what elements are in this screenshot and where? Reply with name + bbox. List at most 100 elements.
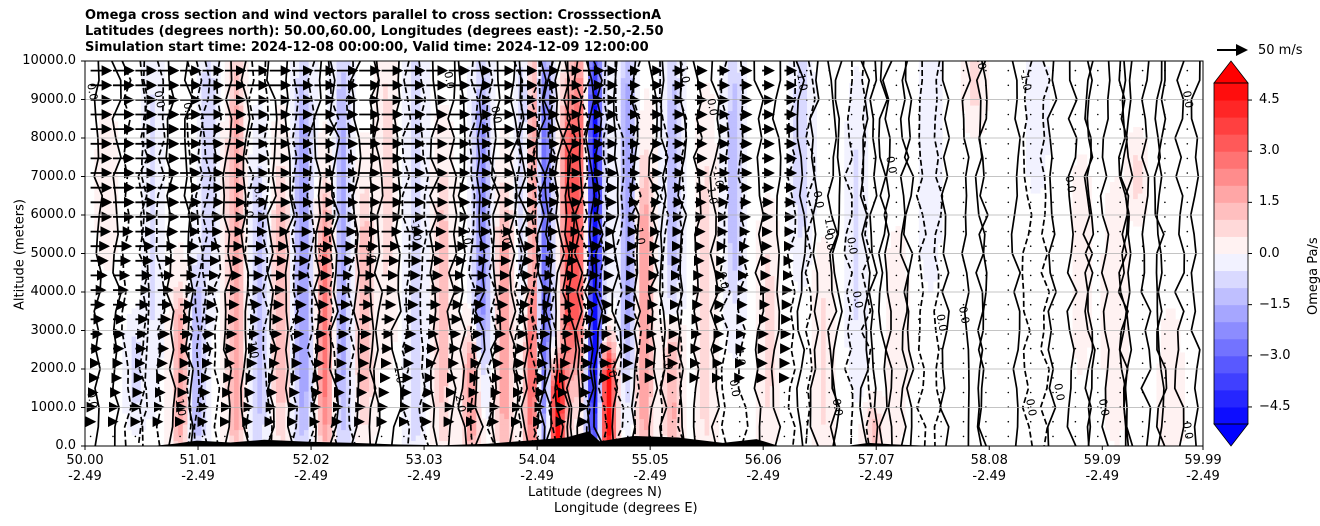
omega-cell (299, 418, 305, 425)
omega-cell (387, 138, 394, 145)
omega-cell (443, 110, 449, 117)
omega-cell (103, 253, 109, 260)
omega-cell (192, 347, 198, 354)
omega-cell (238, 264, 244, 271)
omega-cell (425, 325, 431, 332)
omega-cell (499, 418, 505, 425)
omega-cell (252, 121, 258, 128)
omega-cell (303, 88, 310, 95)
omega-cell (126, 385, 133, 392)
omega-cell (443, 435, 449, 442)
omega-cell (345, 66, 352, 73)
omega-cell (303, 121, 310, 128)
omega-cell (485, 325, 491, 332)
omega-cell (420, 369, 426, 376)
omega-cell (341, 77, 347, 84)
omega-cell (224, 77, 231, 84)
omega-cell (490, 440, 496, 446)
omega-cell (429, 341, 435, 348)
omega-cell (341, 385, 347, 392)
omega-cell (350, 127, 356, 134)
omega-cell (406, 72, 412, 79)
omega-cell (173, 303, 179, 310)
omega-cell (518, 369, 524, 376)
omega-cell (336, 248, 342, 255)
omega-cell (154, 308, 161, 315)
omega-cell (411, 369, 417, 376)
omega-cell (280, 391, 286, 398)
omega-cell (466, 429, 473, 436)
omega-cell (420, 176, 426, 183)
omega-cell (336, 336, 342, 343)
omega-cell (173, 308, 179, 315)
omega-cell (336, 187, 342, 194)
omega-cell (513, 424, 519, 431)
omega-cell (383, 138, 389, 145)
omega-cell (466, 110, 473, 117)
omega-cell (411, 380, 417, 387)
omega-cell (159, 209, 165, 216)
omega-cell (462, 336, 468, 343)
omega-cell (210, 127, 217, 134)
omega-cell (173, 402, 179, 409)
omega-cell (178, 369, 184, 376)
omega-cell (159, 99, 165, 106)
omega-cell (425, 220, 431, 227)
omega-cell (126, 319, 133, 326)
omega-cell (476, 116, 482, 123)
omega-cell (359, 149, 366, 156)
omega-cell (313, 105, 319, 112)
omega-cell (471, 72, 477, 79)
omega-cell (313, 121, 319, 128)
omega-cell (378, 160, 384, 167)
omega-cell (373, 132, 380, 139)
omega-cell (275, 138, 282, 145)
omega-cell (443, 248, 449, 255)
omega-cell (383, 149, 389, 156)
omega-cell (201, 171, 207, 178)
omega-cell (275, 231, 282, 238)
omega-cell (322, 380, 328, 387)
omega-cell (112, 248, 119, 255)
omega-cell (322, 308, 328, 315)
omega-cell (294, 132, 300, 139)
omega-cell (485, 336, 491, 343)
omega-cell (168, 402, 175, 409)
omega-cell (420, 193, 426, 200)
omega-cell (485, 385, 491, 392)
omega-cell (401, 209, 408, 216)
omega-cell (262, 347, 268, 354)
omega-cell (224, 165, 231, 172)
omega-cell (136, 352, 142, 359)
omega-cell (136, 325, 142, 332)
omega-cell (364, 336, 370, 343)
omega-cell (494, 413, 501, 420)
omega-cell (201, 121, 207, 128)
omega-cell (387, 226, 394, 233)
omega-cell (453, 435, 459, 442)
omega-cell (434, 396, 440, 403)
omega-cell (513, 319, 519, 326)
omega-cell (275, 209, 282, 216)
omega-cell (294, 325, 300, 332)
omega-cell (150, 61, 156, 68)
omega-cell (476, 165, 482, 172)
omega-cell (289, 88, 296, 95)
omega-cell (499, 396, 505, 403)
omega-cell (248, 325, 254, 332)
omega-cell (429, 325, 435, 332)
omega-cell (364, 132, 370, 139)
omega-cell (345, 325, 352, 332)
omega-cell (159, 204, 165, 211)
omega-cell (494, 215, 501, 222)
omega-cell (336, 281, 342, 288)
omega-cell (192, 215, 198, 222)
omega-cell (173, 297, 179, 304)
omega-cell (406, 352, 412, 359)
omega-cell (406, 143, 412, 150)
omega-cell (373, 402, 380, 409)
omega-cell (401, 176, 408, 183)
omega-cell (126, 363, 133, 370)
omega-cell (415, 237, 421, 244)
omega-cell (234, 352, 240, 359)
